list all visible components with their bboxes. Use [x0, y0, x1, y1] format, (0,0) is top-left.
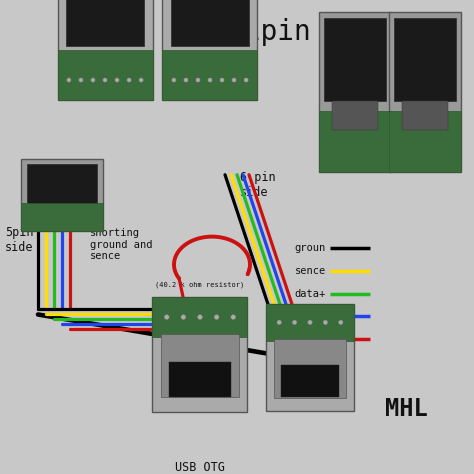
Bar — [57, 50, 153, 100]
Circle shape — [220, 78, 224, 82]
Text: USB OTG: USB OTG — [175, 461, 225, 474]
Circle shape — [244, 78, 248, 82]
Bar — [324, 18, 386, 101]
Text: 11pin: 11pin — [228, 18, 312, 46]
Bar — [282, 365, 338, 397]
Circle shape — [67, 78, 71, 82]
Text: sence: sence — [295, 265, 326, 275]
Bar — [153, 297, 247, 337]
Circle shape — [214, 315, 219, 319]
Bar — [161, 334, 239, 398]
Circle shape — [232, 78, 236, 82]
Text: MHL: MHL — [385, 397, 428, 421]
Bar — [171, 0, 249, 46]
Bar — [21, 203, 103, 231]
Circle shape — [172, 78, 176, 82]
Circle shape — [127, 78, 131, 82]
Circle shape — [184, 78, 188, 82]
Circle shape — [115, 78, 119, 82]
Circle shape — [79, 78, 83, 82]
Bar — [266, 303, 354, 411]
Bar — [266, 303, 354, 341]
Circle shape — [292, 320, 297, 325]
Bar — [394, 18, 456, 101]
Circle shape — [198, 315, 202, 319]
Bar — [27, 164, 97, 204]
Circle shape — [208, 78, 212, 82]
Circle shape — [91, 78, 95, 82]
Circle shape — [103, 78, 107, 82]
Bar — [389, 111, 461, 172]
Text: data-: data- — [295, 311, 326, 321]
Text: groun: groun — [295, 243, 326, 253]
Bar — [66, 0, 144, 46]
Circle shape — [323, 320, 328, 325]
Circle shape — [308, 320, 312, 325]
Bar — [169, 363, 231, 397]
Text: VCC: VCC — [307, 335, 326, 345]
Text: 5pin
side: 5pin side — [5, 226, 34, 254]
Bar — [319, 12, 391, 172]
Text: 6 pin
side: 6 pin side — [240, 171, 275, 199]
Circle shape — [139, 78, 143, 82]
Circle shape — [164, 315, 169, 319]
Bar — [332, 101, 378, 130]
Bar — [153, 297, 247, 412]
Text: data+: data+ — [295, 289, 326, 299]
Bar — [163, 0, 257, 100]
Bar — [401, 101, 448, 130]
Text: (40.2 k ohm resistor): (40.2 k ohm resistor) — [155, 281, 244, 288]
Bar — [163, 50, 257, 100]
Bar — [274, 338, 346, 398]
Bar — [57, 0, 153, 100]
Bar — [21, 159, 103, 231]
Circle shape — [196, 78, 200, 82]
Bar — [389, 12, 461, 172]
Circle shape — [277, 320, 282, 325]
Text: shorting
ground and
sence: shorting ground and sence — [90, 228, 153, 261]
Circle shape — [338, 320, 343, 325]
Circle shape — [181, 315, 186, 319]
Circle shape — [231, 315, 236, 319]
Bar — [319, 111, 391, 172]
